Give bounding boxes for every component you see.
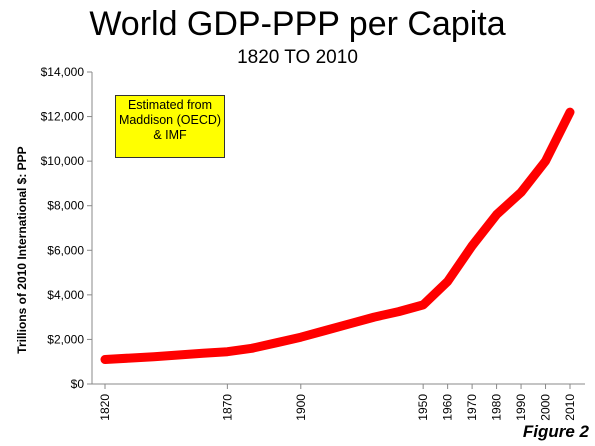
x-tick-label: 1870	[220, 394, 234, 421]
y-tick-label: $8,000	[47, 199, 84, 213]
x-tick-label: 1960	[441, 394, 455, 421]
y-tick-label: $14,000	[41, 65, 85, 79]
x-tick-label: 2010	[563, 394, 577, 421]
annotation-line-3: & IMF	[153, 128, 187, 142]
annotation-box: Estimated from Maddison (OECD) & IMF	[115, 95, 225, 158]
x-tick-label: 1900	[294, 394, 308, 421]
x-tick-label: 1970	[465, 394, 479, 421]
x-tick-label: 1820	[98, 394, 112, 421]
annotation-line-2: Maddison (OECD)	[118, 113, 222, 127]
y-tick-label: $2,000	[47, 332, 84, 346]
y-tick-label: $12,000	[41, 110, 85, 124]
x-tick-label: 1950	[416, 394, 430, 421]
x-tick-label: 2000	[539, 394, 553, 421]
y-tick-label: $4,000	[47, 288, 84, 302]
y-tick-label: $0	[71, 377, 85, 391]
x-tick-label: 1990	[514, 394, 528, 421]
x-tick-label: 1980	[490, 394, 504, 421]
chart-title: World GDP-PPP per Capita	[89, 5, 506, 43]
figure-label: Figure 2	[522, 422, 589, 441]
chart-subtitle: 1820 TO 2010	[237, 47, 358, 68]
y-tick-label: $10,000	[41, 154, 85, 168]
series-line-gdp	[100, 107, 575, 364]
y-tick-label: $6,000	[47, 243, 84, 257]
annotation-line-1: Estimated from	[127, 98, 213, 112]
